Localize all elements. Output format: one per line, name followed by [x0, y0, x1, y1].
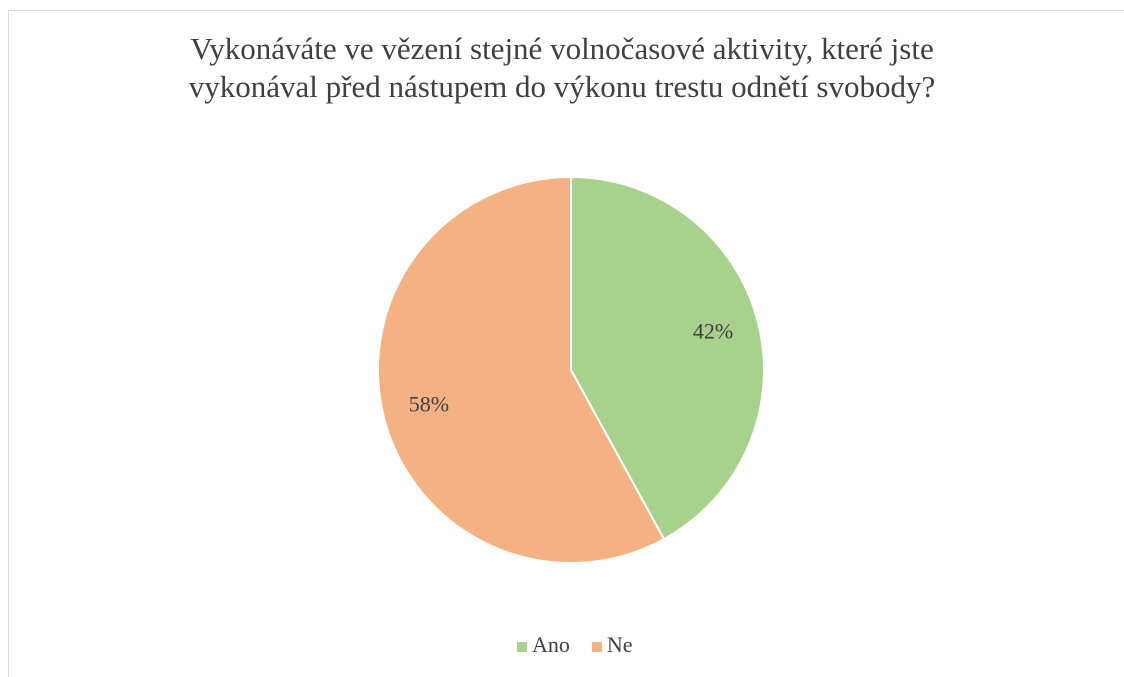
- legend-swatch: [517, 642, 527, 652]
- data-label: 58%: [409, 392, 449, 417]
- chart-frame: [8, 10, 1124, 677]
- data-label: 42%: [693, 319, 733, 344]
- chart-title: Vykonáváte ve vězení stejné volnočasové …: [188, 31, 936, 104]
- legend-label: Ne: [607, 632, 633, 657]
- pie-slice: [377, 175, 666, 564]
- legend-label: Ano: [532, 632, 570, 657]
- legend-swatch: [591, 642, 602, 652]
- pie-slice: [570, 175, 765, 541]
